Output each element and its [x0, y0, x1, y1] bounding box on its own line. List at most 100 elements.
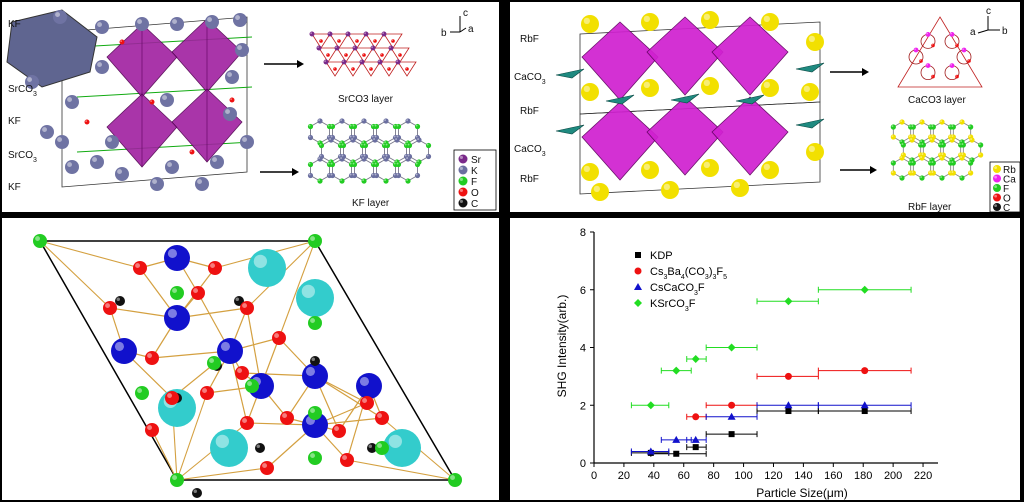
y-tick-label: 2 — [580, 400, 586, 412]
f-atom — [414, 161, 421, 168]
legend-label: F — [1003, 184, 1009, 195]
sr-atom — [395, 59, 401, 65]
legend-swatch — [458, 198, 468, 208]
svg-text:a: a — [468, 24, 474, 35]
carbonate-group — [555, 124, 585, 135]
large-cation-atom — [248, 249, 286, 287]
k-atom — [416, 137, 422, 143]
k-atom — [361, 156, 367, 162]
unit-cell-projection-figure — [33, 234, 462, 498]
x-axis-label: Particle Size(μm) — [756, 486, 848, 500]
k-atom — [135, 17, 149, 31]
legend-label: K — [471, 166, 478, 177]
o-atom — [360, 396, 374, 410]
kf-layer-label: KF layer — [352, 198, 390, 209]
layer-label: RbF — [520, 174, 539, 185]
net-cell — [379, 61, 399, 77]
data-point — [672, 435, 681, 443]
x-tick-label: 60 — [678, 470, 690, 482]
net-cell — [902, 139, 922, 161]
k-atom — [233, 13, 247, 27]
f-atom — [960, 142, 966, 148]
o-atom — [391, 39, 395, 43]
f-atom — [329, 123, 336, 130]
bond — [176, 392, 208, 481]
x-tick-label: 200 — [884, 470, 902, 482]
bond — [176, 467, 268, 481]
o-atom — [189, 149, 195, 155]
f-atom — [919, 175, 925, 181]
k-atom — [339, 156, 345, 162]
net-cell — [390, 47, 410, 63]
net-cell — [329, 33, 349, 49]
legend-label: CsCaCO3F — [650, 282, 705, 297]
x-tick-label: 40 — [648, 470, 660, 482]
rb-atom — [591, 183, 609, 201]
legend-label: O — [471, 188, 479, 199]
f-atom — [425, 142, 432, 149]
o-atom — [326, 53, 330, 57]
f-atom — [968, 160, 974, 166]
o-atom — [319, 39, 323, 43]
k-atom — [95, 20, 109, 34]
k-atom — [225, 70, 239, 84]
sr-atom — [345, 31, 351, 37]
k-atom — [350, 137, 356, 143]
layer-label: RbF — [520, 34, 539, 45]
f-atom — [920, 142, 926, 148]
k-atom — [317, 156, 323, 162]
o-atom — [362, 53, 366, 57]
caco3-layer-label: CaCO3 layer — [908, 95, 966, 106]
net-cell — [365, 33, 385, 49]
f-atom — [329, 161, 336, 168]
sr-atom — [388, 45, 394, 51]
c-atom — [115, 296, 125, 306]
o-atom — [955, 43, 959, 48]
data-point — [860, 401, 869, 409]
rb-atom — [949, 137, 955, 143]
net-cell — [952, 157, 972, 179]
net-cell — [912, 157, 932, 179]
f-atom — [308, 406, 322, 420]
k-atom — [90, 155, 104, 169]
small-cation-atom — [356, 373, 382, 399]
o-atom — [145, 423, 159, 437]
rb-atom — [641, 161, 659, 179]
bond — [39, 240, 141, 269]
o-atom — [208, 261, 222, 275]
legend-swatch — [993, 203, 1001, 211]
f-atom — [405, 178, 411, 184]
k-atom — [105, 135, 119, 149]
bond — [278, 240, 316, 339]
net-cell — [321, 139, 341, 163]
o-atom — [191, 286, 205, 300]
ca-atom — [961, 47, 967, 53]
o-atom — [272, 331, 286, 345]
rb-atom — [661, 181, 679, 199]
carbonate-group — [795, 118, 825, 129]
ca-polyhedron — [646, 16, 724, 96]
legend-swatch — [458, 165, 468, 175]
data-point — [635, 252, 641, 258]
c-atom — [234, 296, 244, 306]
rb-atom — [701, 77, 719, 95]
rb-atom — [930, 170, 936, 176]
f-atom — [307, 123, 314, 130]
legend-label: C — [471, 199, 478, 210]
legend-swatch — [993, 193, 1001, 202]
f-atom — [939, 175, 945, 181]
rb-atom — [701, 11, 719, 29]
net-outline — [897, 16, 983, 88]
rb-atom — [919, 119, 925, 125]
rb-atom — [581, 15, 599, 33]
f-atom — [318, 142, 325, 149]
rb-atom — [909, 137, 915, 143]
o-atom — [260, 461, 274, 475]
o-atom — [375, 411, 389, 425]
small-cation-atom — [302, 363, 328, 389]
k-atom — [425, 153, 432, 160]
net-cell — [397, 61, 417, 77]
bond — [76, 86, 253, 98]
k-atom — [160, 93, 174, 107]
x-tick-label: 120 — [764, 470, 782, 482]
